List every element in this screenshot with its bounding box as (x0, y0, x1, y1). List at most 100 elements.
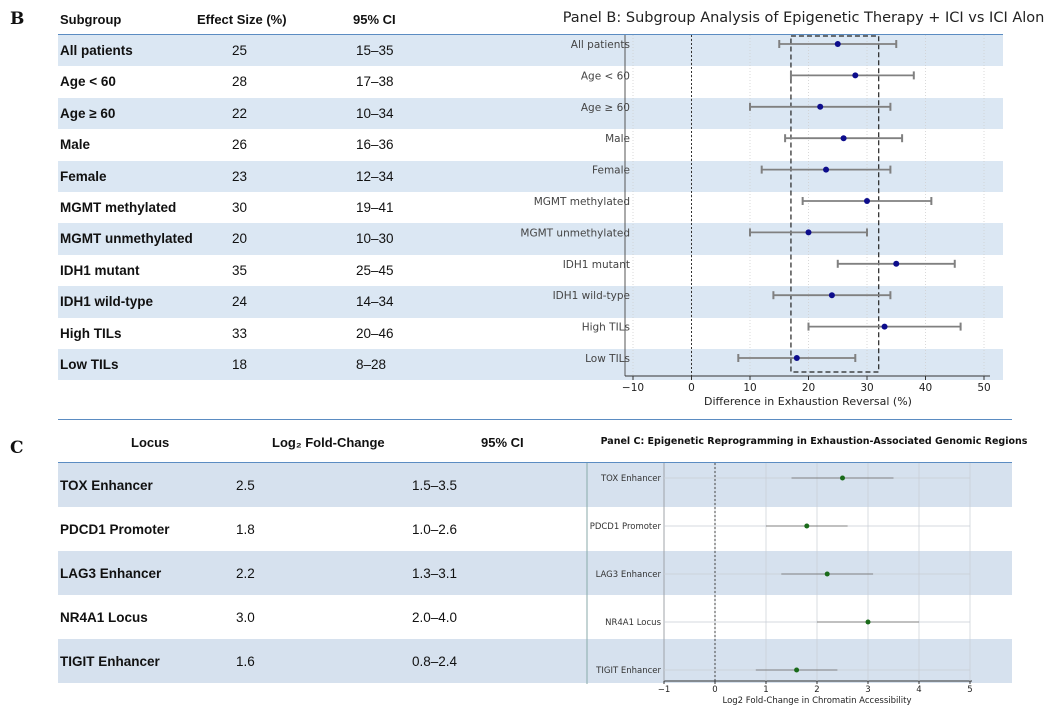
row-band (58, 551, 1012, 595)
subgroup-cell: Female (60, 168, 107, 184)
x-tick-label: 3 (865, 685, 870, 695)
panel-b-letter: B (10, 9, 25, 29)
effect-point (864, 198, 870, 204)
effect-point (828, 292, 835, 299)
panel-b-table: Subgroup Effect Size (%) 95% CI All pati… (58, 12, 1003, 381)
effect-point (893, 260, 900, 267)
category-label-age-60: Age < 60 (581, 70, 630, 82)
x-axis-label: Difference in Exhaustion Reversal (%) (704, 395, 912, 408)
row-band (58, 97, 1003, 130)
x-axis-label: Log2 Fold-Change in Chromatin Accessibil… (722, 696, 911, 706)
row-band (58, 35, 1003, 67)
locus-cell: NR4A1 Locus (60, 610, 148, 625)
effect-point (824, 571, 830, 577)
ci-cell: 20–46 (356, 325, 394, 341)
fold-change-cell: 1.8 (236, 522, 255, 537)
row-band (58, 639, 1012, 683)
effect-cell: 23 (232, 168, 248, 184)
row-band (58, 160, 1003, 192)
chart-title: Panel C: Epigenetic Reprogramming in Exh… (601, 436, 1028, 447)
effect-cell: 22 (232, 105, 248, 121)
effect-point (793, 355, 800, 361)
chart-title: Panel B: Subgroup Analysis of Epigenetic… (563, 10, 1044, 26)
effect-point (805, 229, 812, 236)
header-95-ci-c: 95% CI (481, 435, 524, 450)
category-label-nr4a1-locus: NR4A1 Locus (605, 618, 661, 628)
locus-cell: TIGIT Enhancer (60, 654, 160, 669)
fold-change-cell: 2.5 (236, 478, 255, 493)
highlight-box (790, 35, 880, 373)
header-subgroup: Subgroup (60, 12, 122, 27)
header-95-ci: 95% CI (353, 12, 396, 27)
subgroup-cell: IDH1 wild-type (60, 294, 154, 310)
x-tick-label: 1 (763, 685, 768, 695)
header-log2-fold-change: Log₂ Fold-Change (272, 435, 385, 450)
category-label-pdcd1-promoter: PDCD1 Promoter (590, 522, 662, 532)
subgroup-cell: IDH1 mutant (60, 262, 140, 278)
header-locus: Locus (131, 435, 170, 450)
category-label-high-tils: High TILs (582, 322, 630, 334)
subgroup-cell: Male (60, 137, 91, 153)
effect-cell: 25 (232, 43, 248, 58)
category-label-lag3-enhancer: LAG3 Enhancer (596, 570, 662, 580)
effect-point (881, 323, 888, 330)
header-rule-c (58, 462, 1012, 463)
effect-cell: 28 (232, 74, 248, 90)
panel-c-table: Locus Log₂ Fold-Change 95% CI TOX Enhanc… (0, 420, 1044, 708)
ci-cell: 15–35 (356, 43, 394, 58)
ci-cell: 1.3–3.1 (412, 566, 458, 581)
row-band (58, 349, 1003, 381)
x-tick-label: 30 (860, 382, 873, 394)
locus-cell: LAG3 Enhancer (60, 566, 162, 581)
ci-cell: 17–38 (356, 74, 394, 90)
effect-point (840, 135, 847, 142)
category-label-male: Male (605, 133, 630, 145)
effect-point (852, 72, 859, 79)
effect-cell: 33 (232, 325, 248, 341)
category-label-idh1-wild-type: IDH1 wild-type (553, 290, 630, 302)
ci-cell: 10–34 (356, 105, 394, 121)
x-tick-label: 20 (802, 382, 815, 394)
category-label-tox-enhancer: TOX Enhancer (600, 474, 662, 484)
locus-cell: TOX Enhancer (60, 478, 153, 493)
fold-change-cell: 2.2 (236, 566, 255, 581)
effect-point (794, 667, 800, 673)
ci-cell: 19–41 (356, 200, 394, 215)
x-tick-label: 50 (977, 382, 990, 394)
effect-point (804, 523, 810, 529)
effect-cell: 18 (232, 357, 248, 372)
panel-b-forest-plot: Panel B: Subgroup Analysis of Epigenetic… (520, 10, 1044, 408)
category-label-mgmt-unmethylated: MGMT unmethylated (520, 227, 630, 239)
subgroup-cell: MGMT methylated (60, 200, 177, 215)
category-label-mgmt-methylated: MGMT methylated (534, 196, 630, 208)
ci-cell: 2.0–4.0 (412, 610, 458, 625)
x-tick-label: 0 (688, 382, 695, 394)
effect-cell: 30 (232, 200, 248, 215)
ci-cell: 1.5–3.5 (412, 478, 458, 493)
ci-cell: 25–45 (356, 262, 394, 278)
row-band (58, 286, 1003, 318)
category-label-female: Female (592, 165, 630, 177)
x-tick-label: 40 (919, 382, 932, 394)
category-label-age-60: Age ≥ 60 (581, 102, 630, 114)
header-effect-size: Effect Size (%) (197, 12, 287, 27)
ci-cell: 10–30 (356, 231, 394, 247)
effect-point (817, 103, 824, 110)
subgroup-cell: Age ≥ 60 (60, 105, 116, 121)
ci-cell: 14–34 (356, 294, 394, 310)
header-rule (58, 34, 1003, 35)
ci-cell: 16–36 (356, 137, 394, 153)
row-band (58, 223, 1003, 255)
subgroup-cell: MGMT unmethylated (60, 231, 193, 247)
row-band (58, 463, 1012, 507)
subgroup-cell: All patients (60, 43, 133, 58)
x-tick-label: 10 (743, 382, 756, 394)
subgroup-cell: Age < 60 (60, 74, 116, 90)
subgroup-cell: High TILs (60, 325, 122, 341)
category-label-low-tils: Low TILs (585, 353, 630, 365)
category-label-idh1-mutant: IDH1 mutant (563, 259, 630, 271)
category-label-tigit-enhancer: TIGIT Enhancer (595, 666, 661, 676)
panel-divider (58, 419, 1012, 420)
x-tick-label: 4 (916, 685, 921, 695)
effect-point (823, 166, 830, 173)
